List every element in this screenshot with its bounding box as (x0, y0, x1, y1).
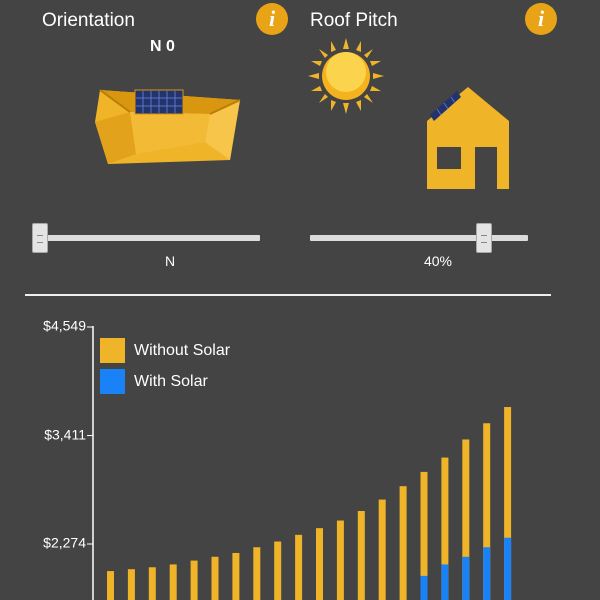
bar-without-solar (441, 457, 449, 600)
bar-with-solar (462, 556, 470, 600)
bar-without-solar (462, 439, 470, 600)
bar-without-solar (190, 560, 198, 600)
bar-without-solar (107, 571, 114, 600)
legend-swatch-without-solar (100, 338, 125, 363)
legend-swatch-with-solar (100, 369, 125, 394)
legend: Without Solar With Solar (100, 338, 231, 394)
bar-without-solar (253, 547, 261, 600)
bar-without-solar (295, 534, 303, 600)
bar-without-solar (378, 499, 386, 600)
roof-pitch-title: Roof Pitch (310, 10, 398, 31)
orientation-slider[interactable] (32, 222, 260, 256)
sun-icon (308, 38, 384, 114)
bar-without-solar (420, 471, 428, 600)
bar-without-solar (232, 552, 240, 600)
roof-pitch-slider-thumb[interactable] (476, 223, 493, 253)
bar-with-solar (420, 575, 428, 600)
y-tick-label: $4,549 (43, 318, 86, 334)
bar-without-solar (127, 569, 135, 600)
orientation-readout: N 0 (150, 38, 175, 55)
bar-without-solar (483, 423, 491, 600)
house-icon (427, 87, 509, 189)
legend-label-with-solar: With Solar (134, 373, 208, 390)
roof-with-solar-panel-icon (95, 89, 241, 164)
cost-bar-chart: $2,274 $3,411 $4,549 Without Solar With So… (43, 318, 512, 600)
legend-label-without-solar: Without Solar (134, 342, 231, 359)
orientation-title: Orientation (42, 10, 135, 31)
orientation-info-icon[interactable]: i (256, 3, 288, 35)
bar-without-solar (169, 564, 177, 600)
bar-without-solar (504, 407, 512, 600)
bar-without-solar (211, 556, 219, 600)
orientation-slider-track[interactable] (40, 235, 260, 241)
y-tick-label: $2,274 (43, 535, 86, 551)
bar-without-solar (274, 541, 282, 600)
bar-with-solar (441, 564, 449, 600)
roof-pitch-info-icon[interactable]: i (525, 3, 557, 35)
bar-without-solar (399, 486, 407, 600)
orientation-slider-label: N (164, 253, 176, 269)
divider (25, 294, 551, 296)
bar-without-solar (148, 567, 156, 600)
roof-pitch-slider-track[interactable] (310, 235, 528, 241)
orientation-slider-thumb[interactable] (32, 223, 48, 253)
roof-pitch-slider-label: 40% (423, 253, 453, 269)
bar-without-solar (357, 510, 365, 600)
roof-pitch-slider[interactable] (310, 222, 528, 256)
bar-without-solar (316, 528, 323, 600)
bar-with-solar (504, 537, 512, 600)
bar-with-solar (483, 547, 491, 600)
y-tick-label: $3,411 (44, 426, 86, 442)
bar-without-solar (336, 520, 344, 600)
